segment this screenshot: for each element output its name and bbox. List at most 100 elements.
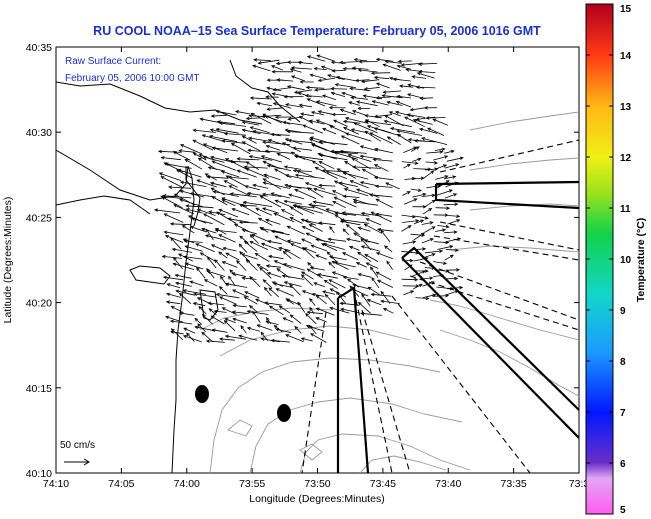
current-vector (305, 85, 325, 90)
current-vector (340, 218, 370, 224)
current-vector (360, 311, 382, 316)
current-vector (166, 283, 181, 289)
current-vector (158, 172, 182, 182)
current-vector (308, 224, 323, 232)
current-vector (270, 132, 290, 137)
y-tick-label: 40:10 (26, 468, 52, 480)
current-vector (433, 273, 445, 278)
current-vector (165, 300, 181, 305)
current-vector (282, 120, 304, 126)
chart-title: RU COOL NOAA–15 Sea Surface Temperature:… (93, 24, 541, 38)
current-vector (207, 301, 225, 306)
current-vector (163, 230, 184, 236)
current-vector (215, 293, 240, 299)
current-vector (357, 301, 371, 314)
current-vector (294, 188, 317, 200)
current-vector (289, 283, 301, 296)
current-vector (403, 163, 411, 169)
current-vector (349, 285, 360, 298)
current-vector (382, 307, 394, 314)
current-vector (421, 137, 448, 145)
current-vector (205, 339, 225, 343)
current-vector (284, 128, 302, 133)
current-vector (249, 241, 269, 250)
current-vector (339, 108, 357, 115)
current-vector (404, 176, 417, 181)
current-vector (208, 210, 226, 216)
current-vector (181, 224, 195, 234)
current-vector (340, 135, 360, 145)
current-vector (207, 166, 226, 172)
current-vector (413, 139, 436, 143)
current-vector (173, 204, 194, 215)
current-vector (283, 165, 302, 170)
current-vector (266, 272, 282, 278)
current-vector (306, 268, 323, 279)
current-vector (432, 155, 449, 161)
current-vector (297, 60, 313, 65)
current-vector (425, 161, 439, 165)
current-vector (351, 157, 371, 170)
current-vector (422, 208, 433, 215)
current-vector (241, 135, 257, 144)
current-vector (224, 318, 236, 324)
current-vector (179, 144, 202, 155)
current-vector (414, 215, 429, 220)
current-vector (256, 324, 273, 331)
current-vector (284, 173, 304, 180)
current-vector (192, 139, 214, 151)
current-vector (315, 100, 337, 107)
current-vector (153, 208, 181, 214)
current-vector (313, 66, 327, 71)
current-vector (214, 228, 237, 233)
current-vector (224, 334, 246, 340)
current-vector (230, 143, 251, 155)
current-vector (195, 243, 215, 253)
current-vector (343, 187, 369, 197)
current-vector (417, 62, 438, 66)
current-vector (260, 242, 282, 252)
current-annotation-line-1: Raw Surface Current: (65, 56, 161, 67)
current-vector (225, 282, 248, 288)
current-vector (426, 184, 442, 189)
current-vector (357, 226, 371, 232)
current-vector (388, 111, 401, 117)
current-vector (317, 77, 336, 82)
current-vector (251, 234, 270, 243)
y-tick-label: 40:20 (26, 298, 52, 310)
current-vector (416, 72, 435, 79)
x-axis-ticks: 74:10 74:05 74:00 73:55 73:50 73:45 73:40 73:35… (43, 47, 589, 490)
current-vector (339, 301, 360, 306)
current-vector (184, 262, 204, 270)
bathymetry-contour (249, 397, 463, 473)
current-vector (282, 317, 294, 323)
current-vector (287, 138, 313, 144)
current-vector (175, 281, 192, 287)
colorbar-tick-label: 15 (620, 4, 632, 15)
current-vector (415, 85, 436, 89)
current-vector (365, 262, 379, 269)
current-vector (331, 112, 347, 117)
current-vector (329, 306, 350, 314)
current-vector (241, 276, 257, 280)
current-vector (298, 115, 314, 124)
current-vector (394, 110, 414, 117)
current-vector (160, 156, 181, 161)
current-vector (318, 183, 336, 188)
current-vector (165, 292, 181, 298)
current-vector (445, 181, 459, 188)
current-vector (383, 119, 412, 128)
vector-scale-arrow (64, 458, 90, 466)
current-vector (406, 113, 426, 118)
current-vector (316, 54, 336, 62)
current-vector (174, 273, 192, 279)
current-vector (212, 190, 239, 197)
current-vector (375, 82, 390, 89)
current-vector (330, 86, 348, 91)
current-vector (238, 220, 258, 225)
current-vector (218, 337, 235, 341)
current-vector (192, 302, 206, 307)
current-vector (354, 78, 370, 83)
current-vector (446, 237, 462, 242)
current-vector (170, 330, 184, 335)
